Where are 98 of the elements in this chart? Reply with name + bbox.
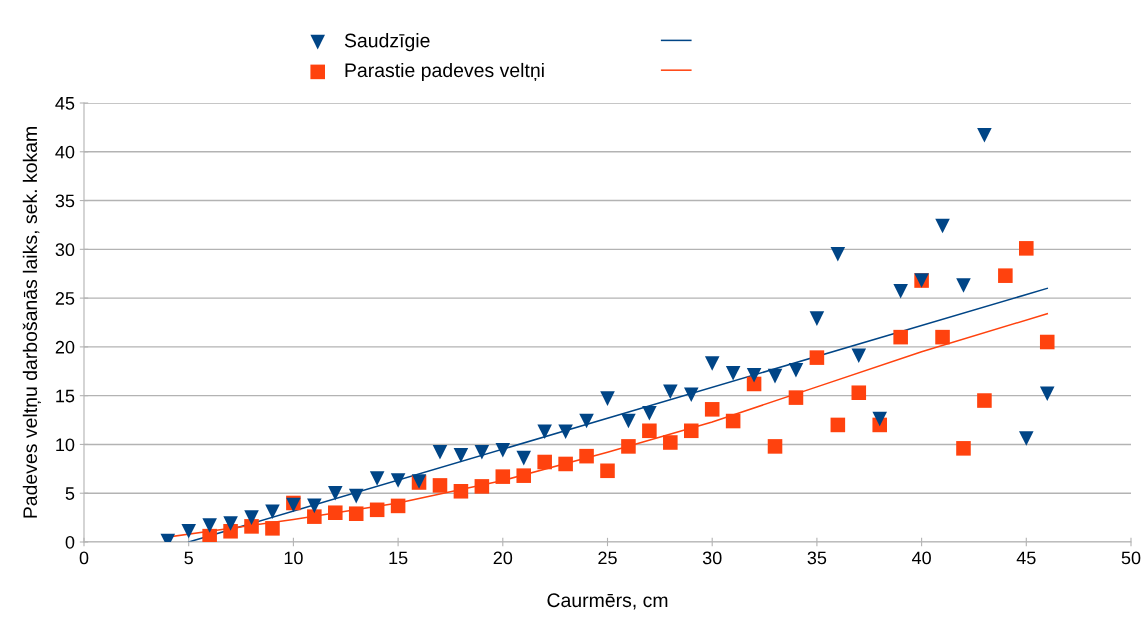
x-tick-label: 25 bbox=[598, 551, 617, 565]
point bbox=[704, 356, 720, 371]
y-tick-label: 30 bbox=[55, 243, 75, 257]
point bbox=[265, 504, 280, 520]
point bbox=[369, 502, 385, 518]
point bbox=[202, 528, 217, 542]
point bbox=[244, 510, 259, 525]
point bbox=[998, 268, 1013, 283]
point bbox=[851, 348, 867, 363]
point bbox=[600, 463, 615, 479]
point bbox=[453, 447, 469, 463]
legend-label: Parastie padeves veltņi bbox=[345, 62, 544, 82]
point bbox=[244, 519, 259, 534]
point bbox=[474, 479, 490, 494]
point bbox=[683, 387, 699, 402]
x-tick-label: 40 bbox=[911, 551, 931, 565]
point bbox=[558, 456, 573, 472]
point bbox=[746, 367, 762, 383]
point bbox=[495, 469, 511, 484]
x-tick-label: 5 bbox=[184, 551, 193, 565]
point bbox=[725, 413, 741, 429]
point bbox=[1039, 334, 1055, 350]
point bbox=[474, 444, 490, 460]
x-tick-label: 35 bbox=[807, 551, 827, 565]
point bbox=[390, 473, 406, 488]
x-tick-label: 30 bbox=[702, 551, 722, 565]
y-tick-label: 5 bbox=[65, 487, 75, 500]
y-tick-label: 35 bbox=[55, 194, 75, 208]
point bbox=[537, 454, 552, 470]
point bbox=[328, 505, 343, 521]
point bbox=[579, 413, 594, 429]
point bbox=[432, 478, 448, 493]
point bbox=[893, 329, 908, 345]
point bbox=[663, 435, 678, 450]
point bbox=[328, 485, 343, 501]
point bbox=[1019, 241, 1034, 256]
point bbox=[369, 471, 385, 486]
point bbox=[956, 278, 971, 293]
y-tick-label: 0 bbox=[65, 535, 75, 549]
point bbox=[621, 439, 636, 454]
point bbox=[956, 441, 971, 456]
y-tick-label: 25 bbox=[55, 292, 75, 305]
x-tick-label: 20 bbox=[493, 551, 513, 565]
point bbox=[348, 506, 364, 521]
point bbox=[348, 488, 364, 504]
point bbox=[307, 498, 322, 514]
point bbox=[788, 390, 804, 405]
y-tick-label: 15 bbox=[56, 389, 75, 403]
y-tick-label: 40 bbox=[55, 145, 75, 159]
point bbox=[809, 311, 825, 326]
x-axis-title: Caurmērs, cm bbox=[547, 593, 668, 610]
point bbox=[307, 509, 322, 524]
point bbox=[537, 424, 552, 440]
y-axis-title: Padeves veltņu darbošanās laiks, sek. kokam bbox=[22, 127, 41, 518]
point bbox=[725, 365, 741, 381]
point bbox=[390, 498, 406, 514]
point bbox=[935, 218, 950, 234]
point bbox=[977, 393, 992, 408]
y-tick-label: 20 bbox=[55, 340, 75, 354]
point bbox=[977, 127, 992, 143]
point bbox=[516, 468, 532, 483]
point bbox=[600, 391, 615, 406]
legend-label: Saudzīgie bbox=[344, 33, 430, 52]
point bbox=[223, 516, 238, 531]
point bbox=[181, 523, 196, 539]
point bbox=[683, 423, 699, 439]
x-tick-label: 15 bbox=[389, 551, 408, 565]
point bbox=[432, 444, 448, 460]
point bbox=[642, 423, 657, 439]
point bbox=[516, 450, 532, 466]
point bbox=[663, 384, 678, 400]
point bbox=[935, 329, 950, 345]
point bbox=[788, 363, 804, 378]
point bbox=[767, 368, 783, 384]
point bbox=[767, 439, 783, 454]
point bbox=[809, 350, 825, 365]
point bbox=[579, 448, 594, 464]
point bbox=[202, 518, 217, 533]
x-tick-label: 10 bbox=[284, 551, 303, 565]
point bbox=[558, 424, 573, 440]
point bbox=[642, 405, 657, 421]
point bbox=[621, 413, 636, 429]
point bbox=[1019, 431, 1034, 446]
point bbox=[265, 521, 280, 536]
point bbox=[851, 385, 867, 401]
point bbox=[872, 411, 887, 427]
point bbox=[453, 483, 469, 499]
point bbox=[893, 284, 908, 299]
point bbox=[830, 417, 846, 433]
point bbox=[495, 443, 511, 458]
x-tick-label: 45 bbox=[1016, 551, 1036, 565]
x-tick-label: 50 bbox=[1121, 551, 1141, 565]
point bbox=[1039, 386, 1055, 401]
point bbox=[704, 402, 720, 417]
y-tick-label: 45 bbox=[55, 97, 75, 110]
x-tick-label: 0 bbox=[79, 551, 89, 565]
point bbox=[830, 246, 846, 262]
y-tick-label: 10 bbox=[56, 438, 75, 452]
